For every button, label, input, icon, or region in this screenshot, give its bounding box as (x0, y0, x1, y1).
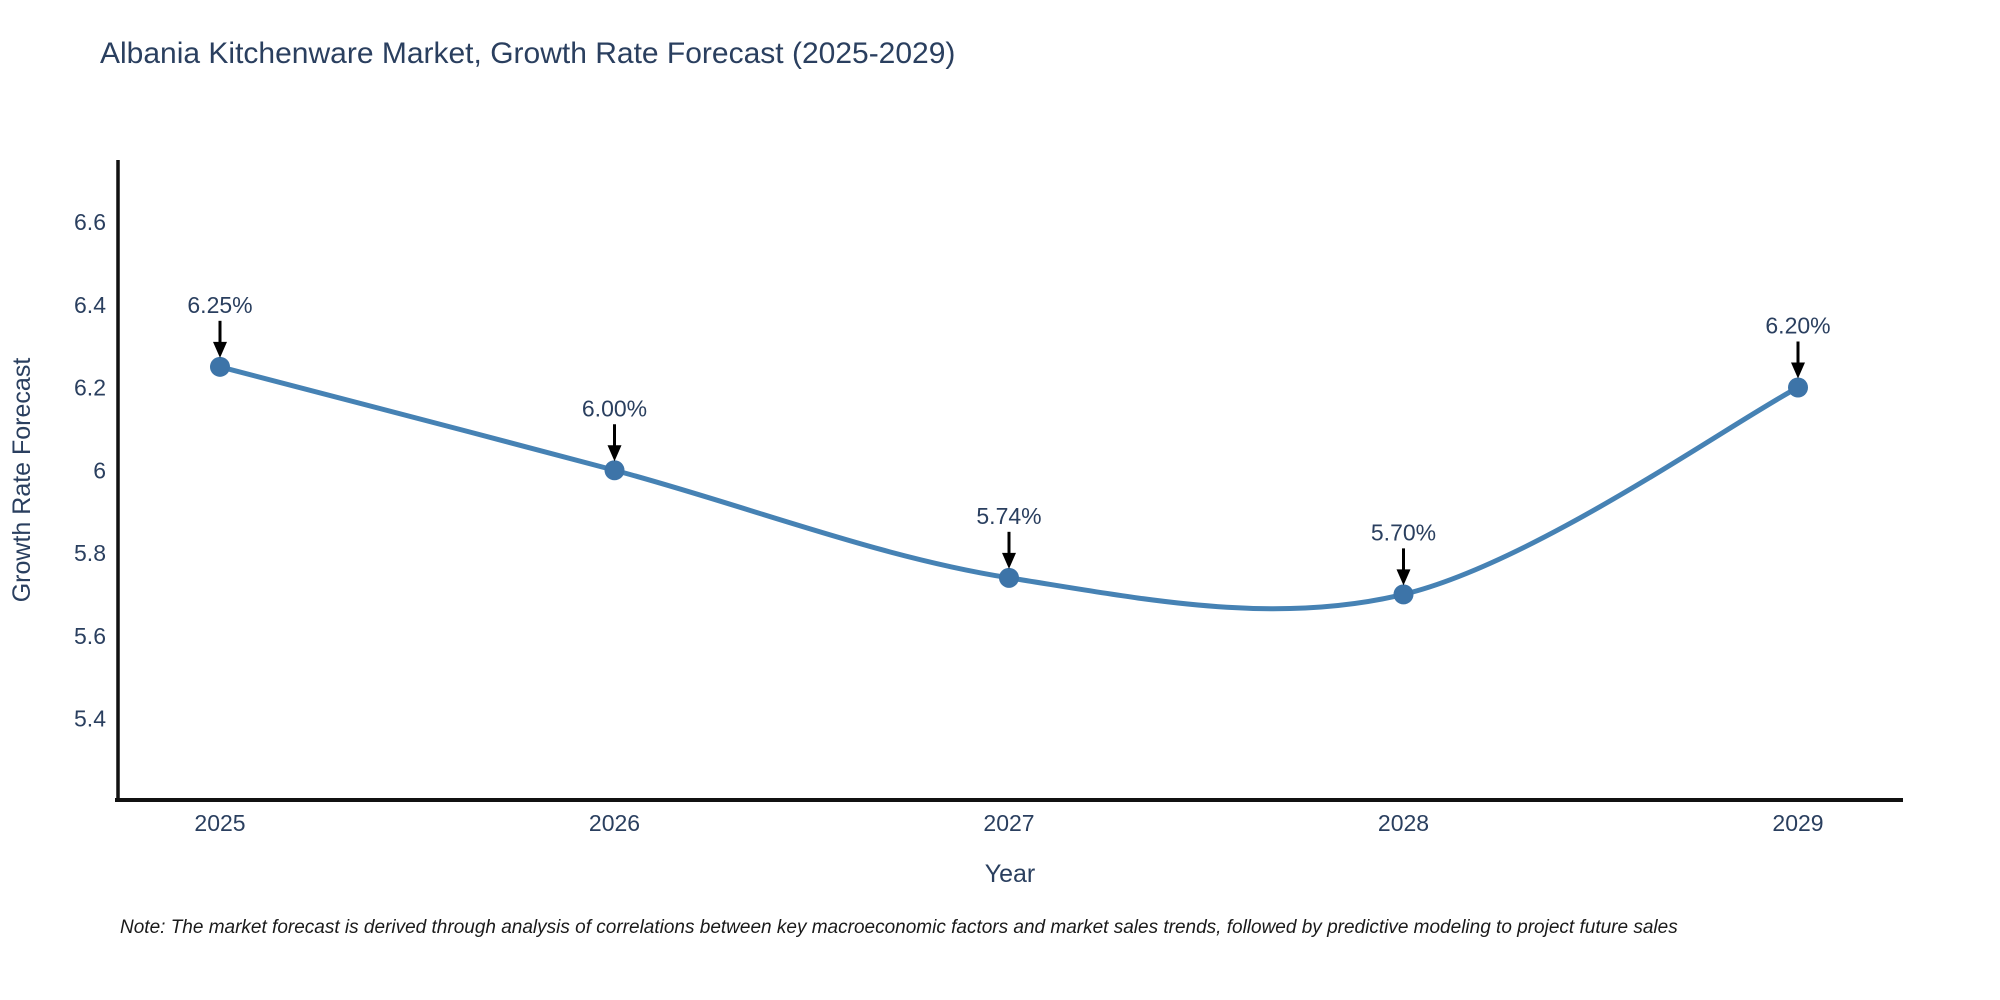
y-tick-label: 6.4 (74, 292, 106, 318)
data-point-label: 5.74% (976, 503, 1041, 529)
data-point-label: 6.00% (582, 395, 647, 421)
data-point[interactable] (604, 460, 625, 481)
x-tick-label: 2028 (1378, 810, 1429, 836)
data-point[interactable] (999, 567, 1019, 588)
y-tick-label: 6.2 (74, 375, 106, 401)
chart-title: Albania Kitchenware Market, Growth Rate … (100, 37, 956, 70)
data-point-label: 6.25% (187, 292, 252, 318)
y-tick-label: 6 (93, 457, 106, 483)
y-tick-label: 5.4 (74, 706, 106, 732)
annotation-arrow-head (1791, 362, 1805, 379)
footnote: Note: The market forecast is derived thr… (120, 917, 1678, 938)
annotation-arrow-head (1002, 552, 1016, 569)
y-tick-label: 6.6 (74, 209, 106, 235)
data-point-label: 5.70% (1371, 519, 1436, 545)
data-point[interactable] (1393, 584, 1414, 605)
x-axis-title: Year (985, 860, 1036, 888)
annotation-arrow-head (607, 445, 622, 462)
x-tick-label: 2025 (194, 810, 245, 836)
y-tick-label: 5.6 (74, 623, 106, 649)
data-point-label: 6.20% (1765, 313, 1830, 339)
x-tick-label: 2029 (1772, 810, 1823, 836)
x-tick-label: 2027 (983, 810, 1034, 836)
y-tick-label: 5.8 (74, 540, 106, 566)
data-point[interactable] (1788, 377, 1808, 398)
annotation-arrow-head (1396, 569, 1411, 586)
y-axis-title: Growth Rate Forecast (8, 358, 36, 603)
x-tick-label: 2026 (589, 810, 640, 836)
data-point[interactable] (210, 356, 230, 377)
annotation-arrow-head (213, 341, 227, 358)
